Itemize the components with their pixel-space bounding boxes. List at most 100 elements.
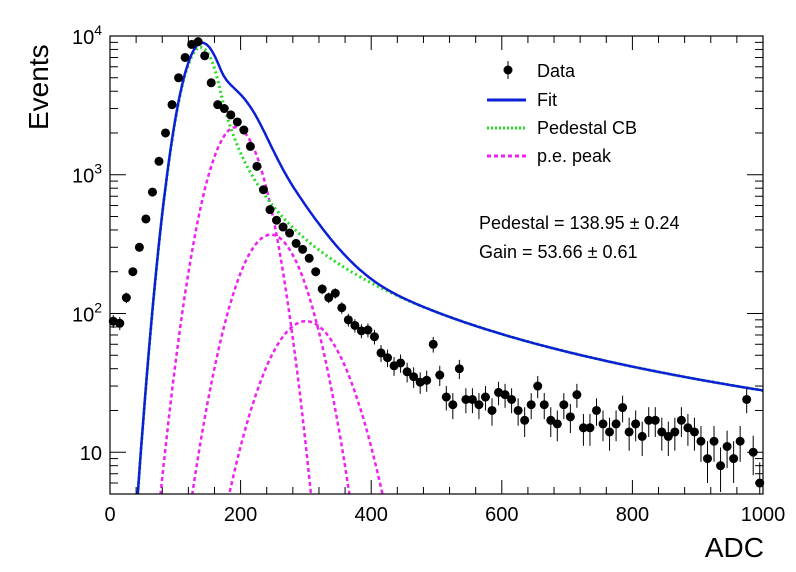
data-point [115, 317, 125, 331]
data-marker [232, 117, 242, 127]
data-point [605, 417, 615, 451]
data-point [650, 407, 660, 437]
data-point [585, 413, 595, 446]
data-marker [265, 205, 275, 215]
data-point [409, 367, 419, 388]
data-point [441, 386, 451, 411]
data-point [716, 447, 726, 492]
x-axis-title: ADC [705, 532, 764, 563]
data-point [572, 383, 582, 408]
data-marker [369, 332, 379, 342]
data-marker [128, 267, 138, 277]
data-marker [683, 423, 693, 433]
pe-peak-curve [227, 319, 384, 494]
data-point [245, 141, 255, 151]
data-point [742, 388, 752, 414]
data-marker [422, 375, 432, 385]
data-marker [396, 358, 406, 368]
data-point [507, 388, 517, 414]
data-marker [285, 228, 295, 238]
data-point [663, 421, 673, 456]
data-marker [219, 104, 229, 114]
data-marker [480, 392, 490, 402]
data-marker [552, 419, 562, 429]
x-tick-label: 1000 [741, 504, 786, 526]
axes-layer [109, 35, 764, 495]
data-marker [180, 52, 190, 62]
data-point [722, 430, 732, 469]
data-point [565, 404, 575, 434]
data-point [193, 37, 203, 47]
data-marker [226, 110, 236, 120]
data-marker [115, 318, 125, 328]
data-point [383, 349, 393, 368]
data-marker [200, 51, 210, 61]
data-point [709, 425, 719, 462]
data-point [128, 267, 138, 277]
data-marker [317, 284, 327, 294]
data-point [676, 407, 686, 437]
data-point [376, 345, 386, 362]
data-point [330, 288, 340, 299]
data-point [174, 73, 184, 83]
data-marker [624, 427, 634, 437]
data-marker [631, 419, 641, 429]
data-point [291, 238, 301, 248]
data-point [670, 417, 680, 451]
fit-curve [136, 41, 763, 494]
y-tick-base: 10 [72, 27, 94, 49]
data-marker [722, 441, 732, 451]
data-marker [324, 293, 334, 303]
data-marker [572, 390, 582, 400]
x-tick-label: 200 [224, 504, 257, 526]
data-point [611, 410, 621, 442]
y-tick-label: 103 [72, 161, 102, 188]
data-marker [154, 156, 164, 166]
y-tick-base: 10 [72, 304, 94, 326]
data-point [219, 104, 229, 114]
legend-label-pe: p.e. peak [537, 146, 612, 166]
data-marker [304, 253, 314, 263]
data-marker [670, 427, 680, 437]
data-marker [735, 436, 745, 446]
x-tick-label: 600 [485, 504, 518, 526]
data-marker [605, 427, 615, 437]
data-point [546, 407, 556, 437]
data-marker [383, 353, 393, 363]
data-marker [461, 394, 471, 404]
data-point [631, 410, 641, 442]
data-marker [258, 185, 268, 195]
data-marker [520, 415, 530, 425]
data-point [689, 417, 699, 451]
data-point [539, 393, 549, 420]
data-marker [350, 320, 360, 330]
data-marker [709, 436, 719, 446]
data-point [265, 205, 275, 215]
data-point [343, 313, 353, 327]
data-point [644, 407, 654, 437]
data-marker [147, 187, 157, 197]
data-point [161, 128, 171, 138]
data-point [657, 417, 667, 451]
data-point [141, 214, 151, 224]
data-marker [696, 436, 706, 446]
data-point [317, 284, 327, 295]
data-point [285, 228, 295, 238]
data-point [252, 161, 262, 171]
data-point [369, 329, 379, 345]
legend-label-pedestal: Pedestal CB [537, 118, 637, 138]
data-point [356, 324, 366, 339]
data-point [350, 319, 360, 333]
data-marker [611, 419, 621, 429]
annotation-pedestal: Pedestal = 138.95 ± 0.24 [479, 213, 680, 233]
curves-layer [136, 41, 763, 494]
data-marker [213, 100, 223, 110]
data-point [526, 393, 536, 420]
data-marker [278, 222, 288, 232]
data-point [500, 383, 510, 408]
y-tick-exponent: 4 [94, 22, 102, 38]
data-point [487, 398, 497, 426]
data-marker [448, 400, 458, 410]
